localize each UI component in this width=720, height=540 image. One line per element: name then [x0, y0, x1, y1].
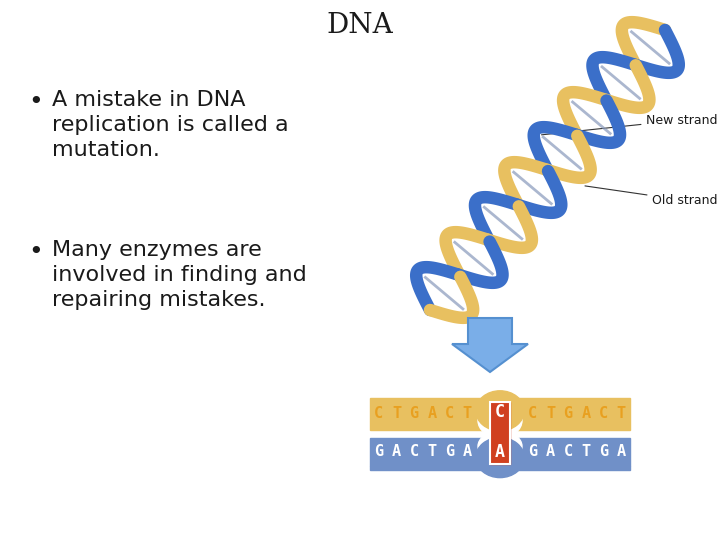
Text: A: A: [495, 443, 505, 461]
Text: G: G: [374, 444, 383, 460]
Text: G: G: [599, 444, 608, 460]
Text: T: T: [546, 406, 555, 421]
Text: G: G: [564, 406, 572, 421]
Text: A: A: [392, 444, 401, 460]
Text: DNA: DNA: [327, 12, 393, 39]
Text: •: •: [28, 240, 42, 264]
Bar: [490, 402, 510, 464]
Text: Old strand: Old strand: [585, 186, 718, 207]
Text: C: C: [564, 444, 572, 460]
Text: T: T: [427, 444, 436, 460]
Text: repairing mistakes.: repairing mistakes.: [52, 289, 266, 309]
Ellipse shape: [476, 437, 524, 477]
Text: C: C: [528, 406, 537, 421]
Text: mutation.: mutation.: [52, 140, 160, 160]
Bar: [370, 466, 630, 470]
Text: A: A: [546, 444, 555, 460]
Text: C: C: [374, 406, 383, 421]
Text: A mistake in DNA: A mistake in DNA: [52, 90, 246, 110]
Bar: [370, 438, 630, 466]
Text: G: G: [410, 406, 419, 421]
Text: T: T: [581, 444, 590, 460]
Text: T: T: [392, 406, 401, 421]
Bar: [370, 398, 630, 430]
Text: G: G: [445, 444, 454, 460]
Text: T: T: [616, 406, 626, 421]
Ellipse shape: [478, 403, 522, 438]
Text: Many enzymes are: Many enzymes are: [52, 240, 262, 260]
Text: C: C: [410, 444, 419, 460]
Ellipse shape: [478, 431, 522, 462]
Polygon shape: [452, 318, 528, 372]
Text: •: •: [28, 90, 42, 114]
Text: A: A: [427, 406, 436, 421]
Text: C: C: [445, 406, 454, 421]
Text: C: C: [599, 406, 608, 421]
Bar: [490, 402, 510, 464]
Text: G: G: [528, 444, 537, 460]
Text: A: A: [616, 444, 626, 460]
Ellipse shape: [476, 391, 524, 431]
Text: replication is called a: replication is called a: [52, 115, 289, 135]
Text: C: C: [495, 403, 505, 421]
Text: A: A: [463, 444, 472, 460]
Text: involved in finding and: involved in finding and: [52, 265, 307, 285]
Text: T: T: [463, 406, 472, 421]
Text: New strand: New strand: [541, 113, 718, 135]
Text: A: A: [581, 406, 590, 421]
